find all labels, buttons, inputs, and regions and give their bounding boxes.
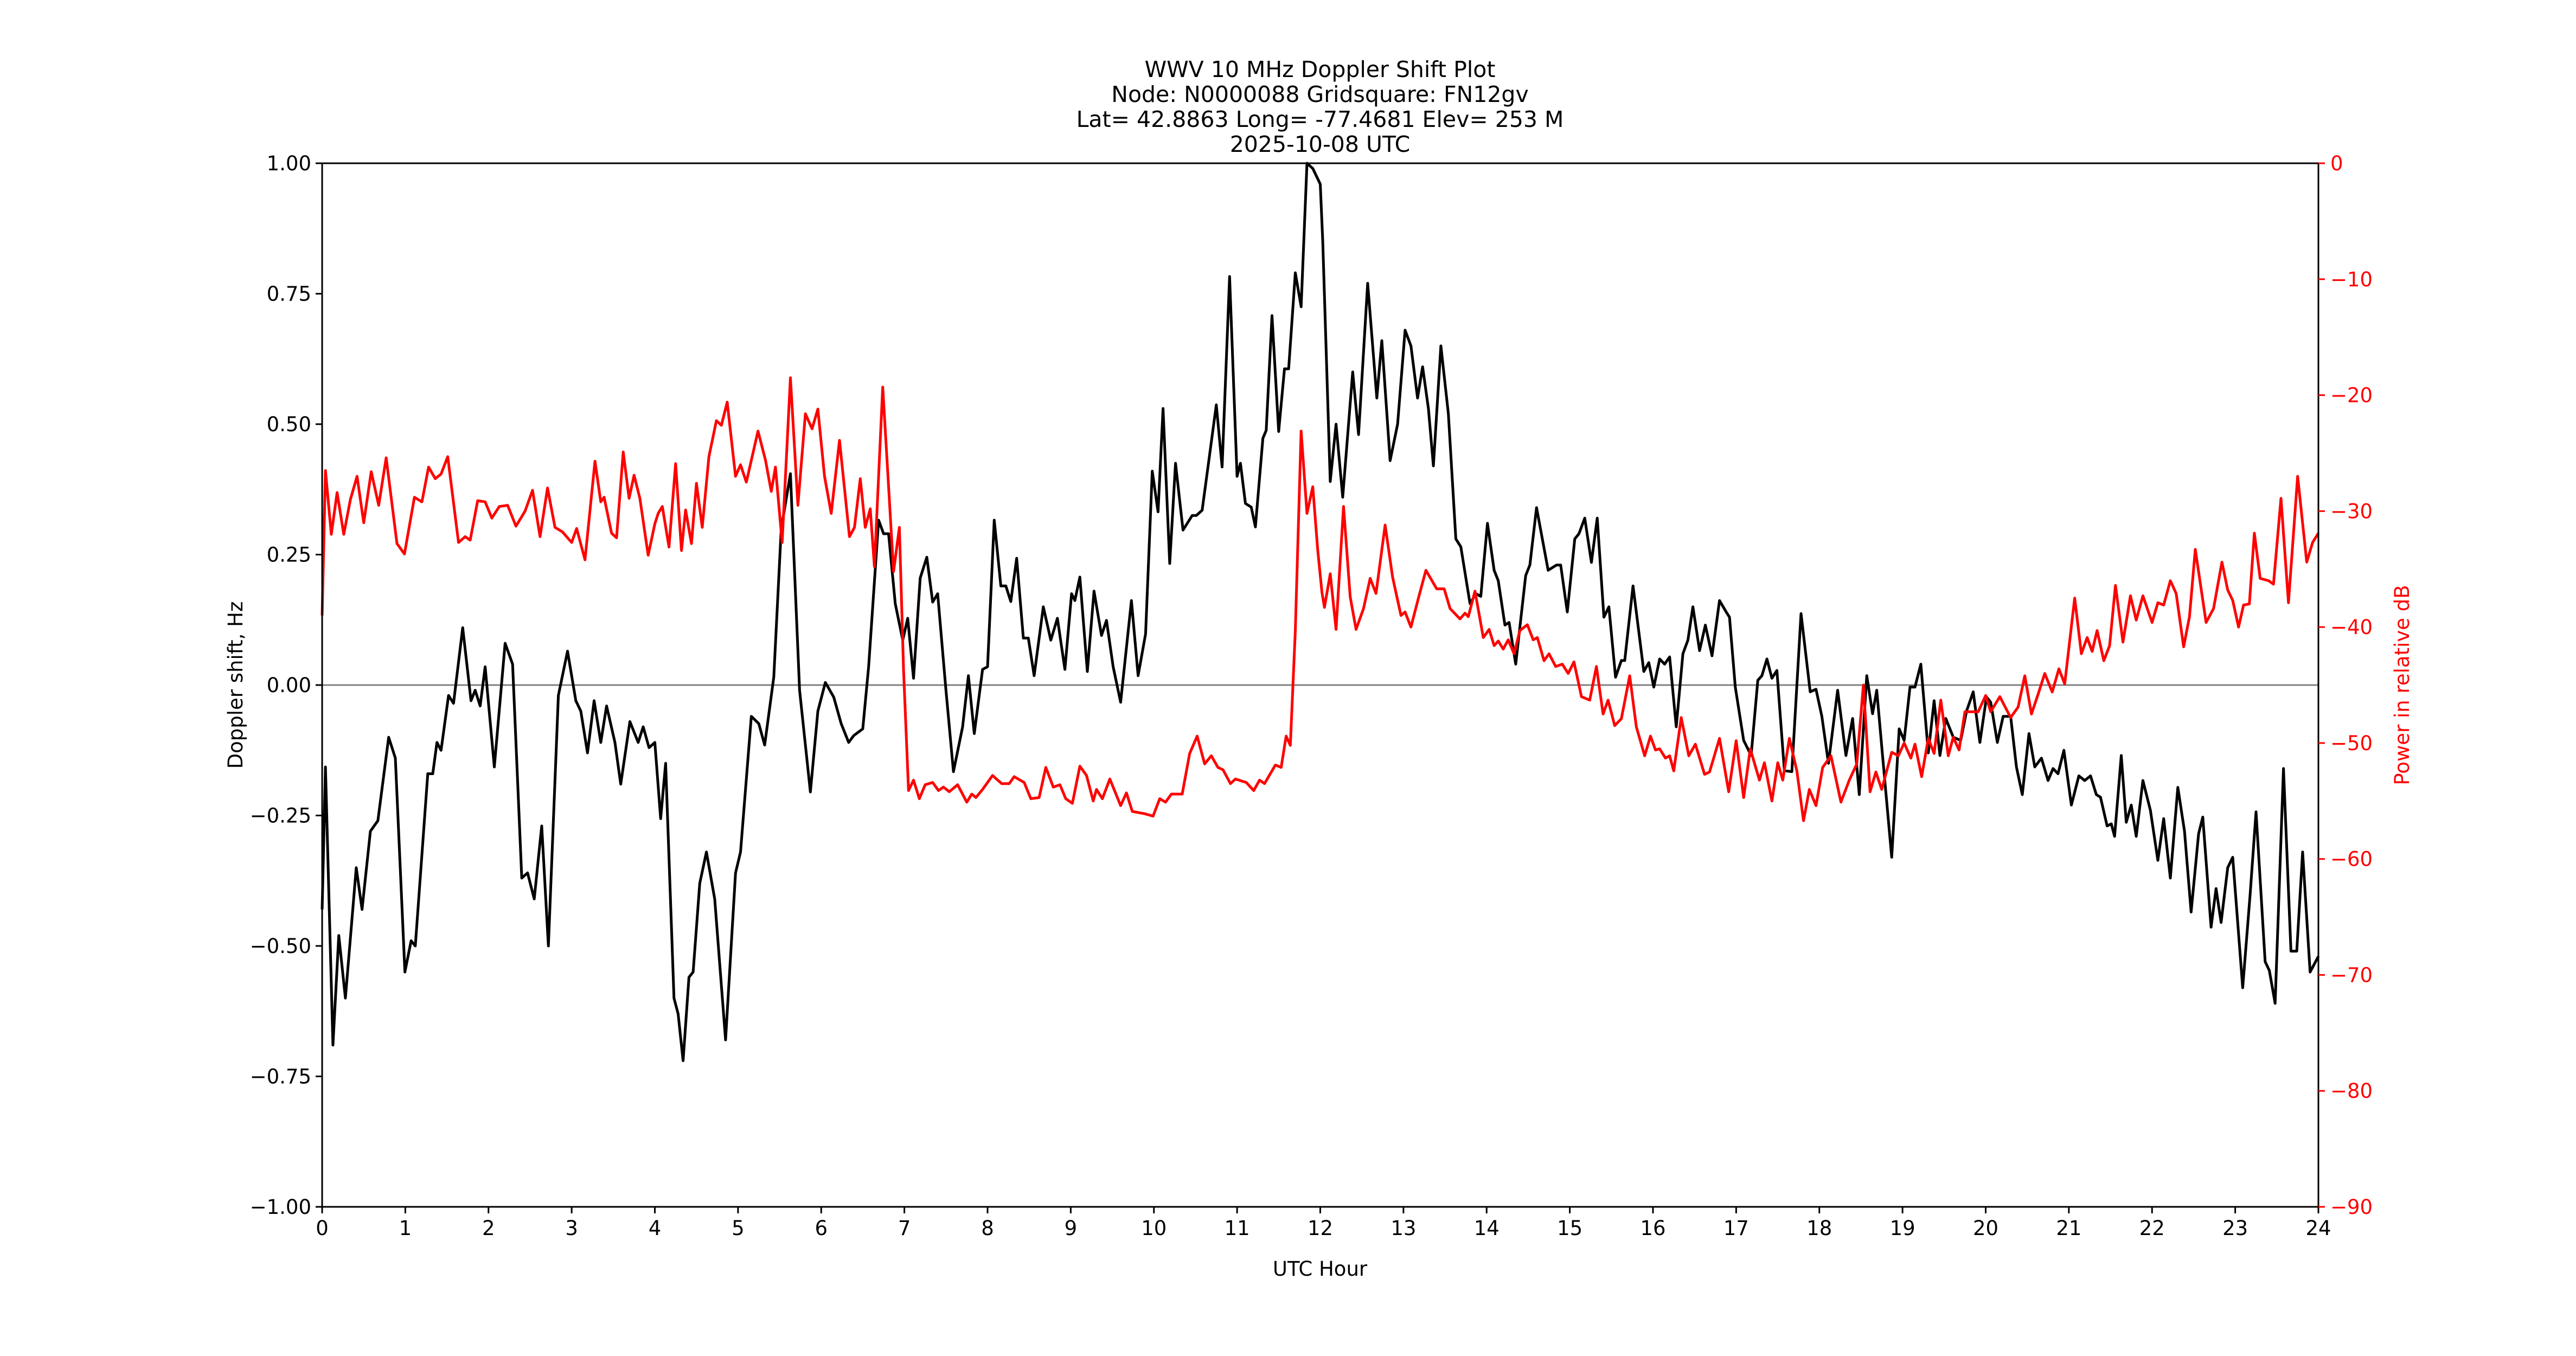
x-tick-label: 23 bbox=[2222, 1217, 2248, 1240]
chart-title: WWV 10 MHz Doppler Shift Plot Node: N000… bbox=[1076, 56, 1564, 157]
y-tick-label: −0.25 bbox=[250, 804, 311, 828]
x-tick-label: 13 bbox=[1390, 1217, 1416, 1240]
x-tick-label: 5 bbox=[732, 1217, 745, 1240]
y2-tick-label: −70 bbox=[2330, 963, 2373, 987]
x-tick-label: 0 bbox=[316, 1217, 329, 1240]
y2-tick-label: −30 bbox=[2330, 500, 2373, 523]
y2-tick-label: −80 bbox=[2330, 1079, 2373, 1103]
y-tick-label: 1.00 bbox=[267, 152, 311, 175]
y2-tick-label: −50 bbox=[2330, 732, 2373, 755]
y-tick-label: −0.75 bbox=[250, 1065, 311, 1089]
y2-tick-label: −20 bbox=[2330, 384, 2373, 407]
x-tick-label: 20 bbox=[1973, 1217, 1998, 1240]
x-tick-label: 15 bbox=[1557, 1217, 1582, 1240]
x-tick-label: 3 bbox=[565, 1217, 578, 1240]
x-tick-label: 16 bbox=[1640, 1217, 1665, 1240]
x-tick-label: 24 bbox=[2305, 1217, 2331, 1240]
doppler-shift-line bbox=[321, 162, 2320, 1063]
y2-tick-label: −40 bbox=[2330, 616, 2373, 639]
y2-tick-label: 0 bbox=[2330, 152, 2343, 175]
x-tick-label: 19 bbox=[1890, 1217, 1915, 1240]
x-tick-label: 14 bbox=[1474, 1217, 1500, 1240]
y-tick-label: 0.75 bbox=[267, 283, 311, 306]
x-tick-label: 18 bbox=[1806, 1217, 1832, 1240]
x-tick-label: 21 bbox=[2056, 1217, 2081, 1240]
x-axis-label: UTC Hour bbox=[1273, 1257, 1368, 1281]
y-axis-label: Doppler shift, Hz bbox=[224, 602, 247, 769]
y-tick-label: −0.50 bbox=[250, 935, 311, 958]
x-tick-label: 2 bbox=[482, 1217, 495, 1240]
y2-tick-label: −10 bbox=[2330, 268, 2373, 291]
power-line bbox=[321, 376, 2320, 822]
x-tick-label: 4 bbox=[649, 1217, 662, 1240]
x-tick-label: 17 bbox=[1723, 1217, 1749, 1240]
y-tick-label: −1.00 bbox=[250, 1195, 311, 1219]
x-tick-label: 9 bbox=[1065, 1217, 1078, 1240]
y2-tick-label: −90 bbox=[2330, 1195, 2373, 1219]
title-line-2: Node: N0000088 Gridsquare: FN12gv bbox=[1111, 81, 1528, 107]
y2-axis-label: Power in relative dB bbox=[2391, 585, 2414, 785]
x-tick-label: 6 bbox=[815, 1217, 828, 1240]
title-line-4: 2025-10-08 UTC bbox=[1230, 131, 1411, 157]
plot-area: 0 1 2 3 4 5 6 7 8 9 10 11 12 13 14 15 16 17 18 19 20 21 22 23 24… bbox=[250, 152, 2373, 1240]
x-tick-label: 10 bbox=[1141, 1217, 1167, 1240]
title-line-1: WWV 10 MHz Doppler Shift Plot bbox=[1145, 56, 1496, 82]
y-tick-label: 0.50 bbox=[267, 413, 311, 436]
x-tick-label: 1 bbox=[399, 1217, 412, 1240]
x-tick-label: 12 bbox=[1308, 1217, 1333, 1240]
title-line-3: Lat= 42.8863 Long= -77.4681 Elev= 253 M bbox=[1076, 106, 1564, 132]
y-tick-label: 0.00 bbox=[267, 674, 311, 697]
y2-tick-label: −60 bbox=[2330, 848, 2373, 871]
x-tick-label: 22 bbox=[2139, 1217, 2165, 1240]
x-tick-label: 7 bbox=[898, 1217, 911, 1240]
y-tick-label: 0.25 bbox=[267, 543, 311, 567]
x-tick-label: 8 bbox=[981, 1217, 994, 1240]
x-tick-label: 11 bbox=[1225, 1217, 1250, 1240]
